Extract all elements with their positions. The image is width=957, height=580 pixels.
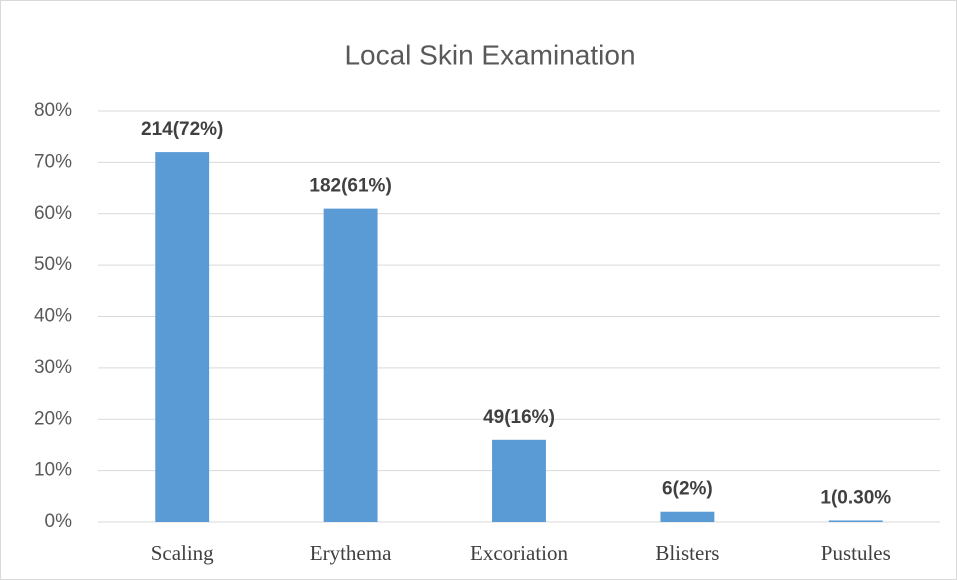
y-tick-label: 50% <box>34 254 72 275</box>
bar <box>155 152 210 522</box>
x-tick-label: Scaling <box>151 541 214 565</box>
data-label: 214(72%) <box>141 119 223 140</box>
y-tick-label: 40% <box>34 306 72 327</box>
y-tick-label: 0% <box>45 511 73 532</box>
data-label: 182(61%) <box>309 176 391 197</box>
bar <box>828 520 883 522</box>
x-tick-label: Blisters <box>655 541 719 565</box>
chart-title: Local Skin Examination <box>344 39 635 70</box>
x-tick-label: Pustules <box>821 541 891 565</box>
y-tick-label: 10% <box>34 460 72 481</box>
y-tick-label: 80% <box>34 100 72 121</box>
data-label: 6(2%) <box>662 479 713 500</box>
x-tick-label: Excoriation <box>470 541 568 565</box>
data-label: 49(16%) <box>483 407 555 428</box>
y-tick-label: 70% <box>34 151 72 172</box>
y-tick-label: 60% <box>34 203 72 224</box>
data-label: 1(0.30% <box>820 487 891 508</box>
bar <box>660 511 715 522</box>
x-tick-label: Erythema <box>310 541 392 565</box>
y-tick-label: 20% <box>34 408 72 429</box>
bar <box>492 439 546 522</box>
y-tick-label: 30% <box>34 357 72 378</box>
bar <box>323 208 378 523</box>
